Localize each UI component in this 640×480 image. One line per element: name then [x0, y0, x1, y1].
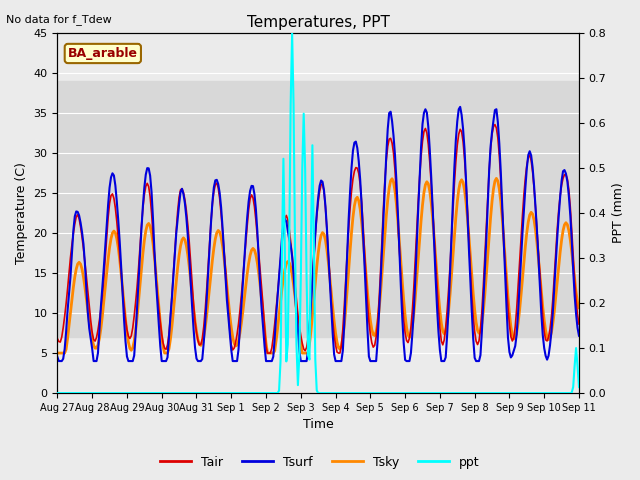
Title: Temperatures, PPT: Temperatures, PPT	[247, 15, 390, 30]
Y-axis label: PPT (mm): PPT (mm)	[612, 182, 625, 243]
X-axis label: Time: Time	[303, 419, 333, 432]
Legend: Tair, Tsurf, Tsky, ppt: Tair, Tsurf, Tsky, ppt	[155, 451, 485, 474]
Bar	[58, 81, 579, 337]
Y-axis label: Temperature (C): Temperature (C)	[15, 162, 28, 264]
Text: No data for f_Tdew: No data for f_Tdew	[6, 14, 112, 25]
Text: BA_arable: BA_arable	[68, 47, 138, 60]
